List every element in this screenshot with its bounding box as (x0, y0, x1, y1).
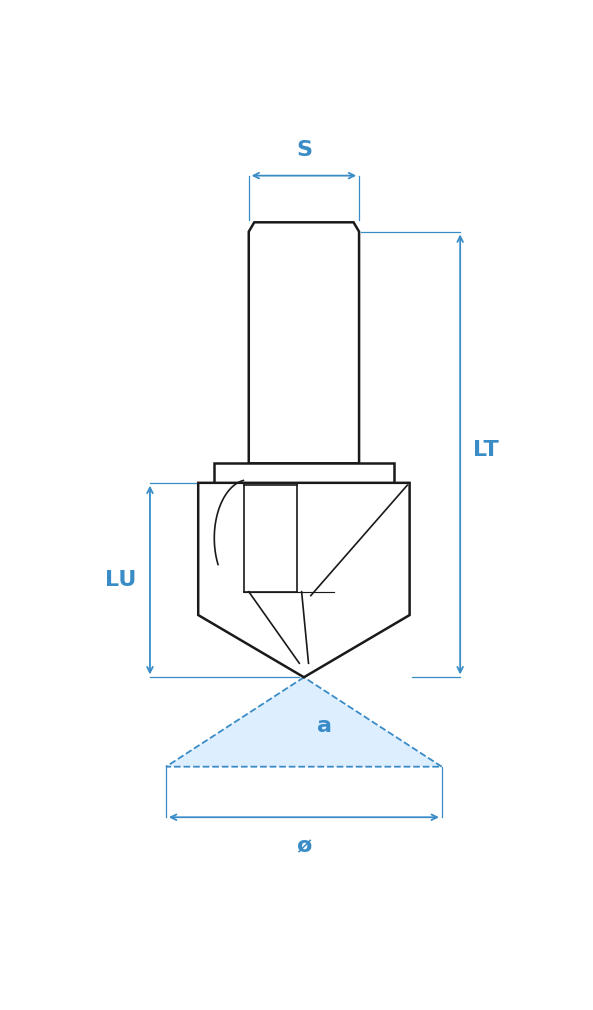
Text: LU: LU (105, 570, 136, 590)
Polygon shape (214, 464, 394, 483)
Polygon shape (249, 222, 359, 464)
Text: LT: LT (473, 439, 499, 460)
Text: a: a (317, 716, 332, 736)
Polygon shape (166, 678, 442, 767)
Text: ø: ø (296, 836, 311, 856)
Text: S: S (296, 140, 312, 160)
Polygon shape (198, 483, 410, 678)
